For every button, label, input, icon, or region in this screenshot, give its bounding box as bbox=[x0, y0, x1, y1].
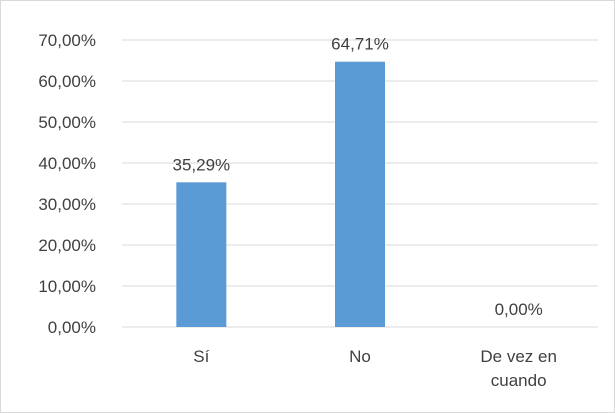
data-labels: 35,29% 64,71% 0,00% bbox=[172, 35, 542, 319]
y-axis-ticks: 0,00% 10,00% 20,00% 30,00% 40,00% 50,00% 60,00… bbox=[38, 31, 96, 337]
category-label: De vez en cuando bbox=[480, 347, 557, 390]
y-tick-label: 10,00% bbox=[38, 277, 96, 296]
category-label-line: cuando bbox=[491, 371, 547, 390]
bars bbox=[176, 61, 385, 328]
y-tick-label: 60,00% bbox=[38, 72, 96, 91]
y-tick-label: 40,00% bbox=[38, 154, 96, 173]
category-label: No bbox=[349, 347, 371, 366]
bar bbox=[176, 182, 227, 327]
y-tick-label: 70,00% bbox=[38, 31, 96, 50]
x-axis-categories: Sí No De vez en cuando bbox=[193, 347, 557, 390]
data-label: 35,29% bbox=[172, 155, 230, 174]
category-label-line: No bbox=[349, 347, 371, 366]
bar bbox=[335, 61, 385, 328]
category-label-line: Sí bbox=[193, 347, 209, 366]
category-label: Sí bbox=[193, 347, 209, 366]
category-label-line: De vez en bbox=[480, 347, 557, 366]
y-tick-label: 0,00% bbox=[48, 318, 96, 337]
y-tick-label: 30,00% bbox=[38, 195, 96, 214]
y-tick-label: 20,00% bbox=[38, 236, 96, 255]
data-label: 64,71% bbox=[331, 35, 389, 54]
y-tick-label: 50,00% bbox=[38, 113, 96, 132]
data-label: 0,00% bbox=[495, 300, 543, 319]
